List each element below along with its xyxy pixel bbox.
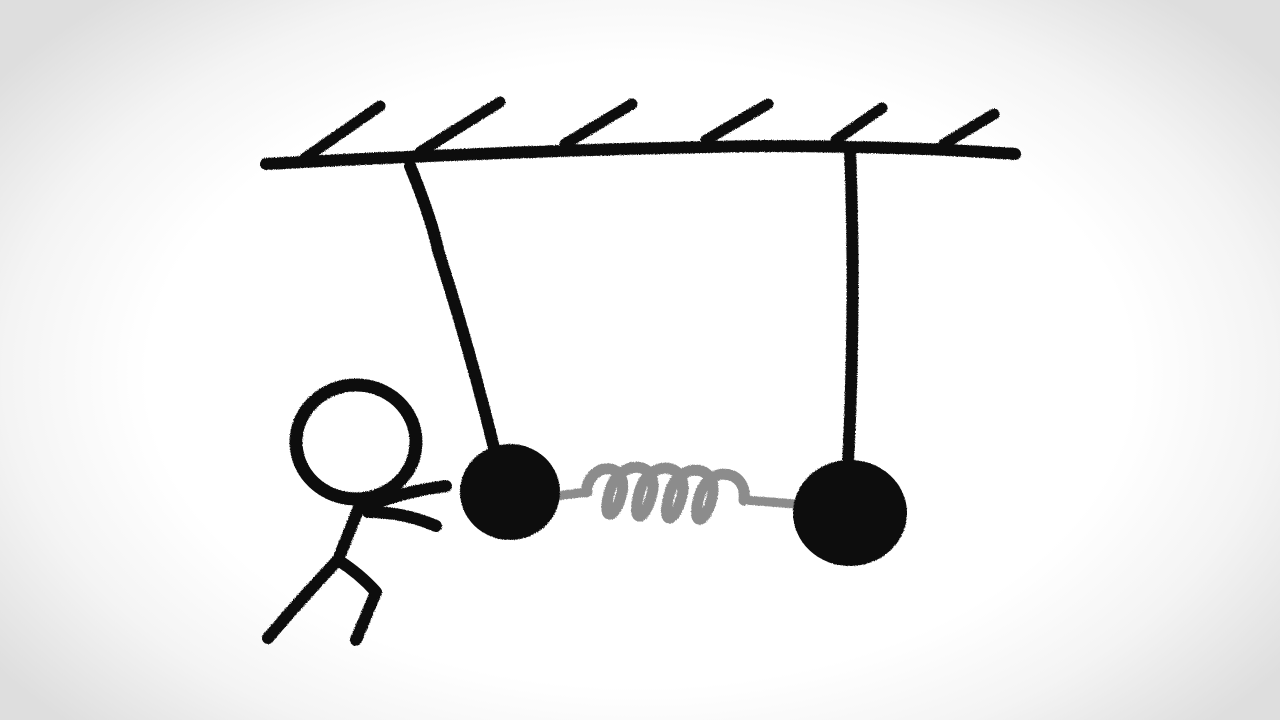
stick-figure-arm-lower <box>362 506 442 532</box>
coupling-spring <box>580 461 750 525</box>
right-pendulum-string <box>842 144 859 471</box>
spring-end-right <box>739 495 801 509</box>
stick-figure <box>262 378 452 646</box>
hatch-mark <box>559 98 638 150</box>
stick-figure-head <box>289 378 423 506</box>
stick-figure-arm-upper <box>358 480 452 514</box>
hatch-mark <box>700 98 774 146</box>
stick-figure-front-leg <box>332 554 382 646</box>
hatch-mark <box>299 100 386 164</box>
ceiling-beam <box>260 139 1021 170</box>
right-pendulum-bob <box>793 460 907 566</box>
stick-figure-back-leg <box>262 554 344 644</box>
left-pendulum-bob <box>460 444 560 540</box>
hatch-mark <box>414 96 506 158</box>
ceiling-hatches <box>299 96 1000 164</box>
left-pendulum-string <box>404 160 500 454</box>
hatch-mark <box>938 108 1000 150</box>
hatch-mark <box>830 102 888 146</box>
